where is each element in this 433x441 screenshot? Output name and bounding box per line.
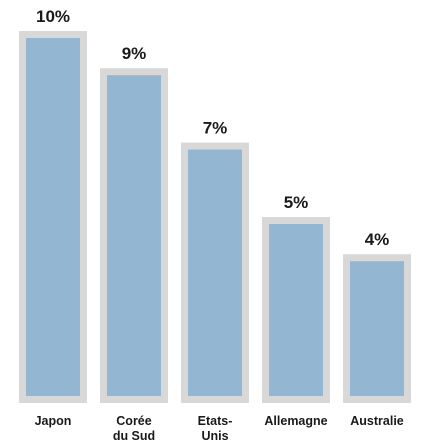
category-label: Allemagne — [264, 414, 327, 428]
category-label: Etats-Unis — [198, 414, 233, 441]
bar-value-label: 10% — [36, 7, 70, 26]
category-label-line: Japon — [35, 414, 72, 428]
value-labels-group: 10% 9% 7% 5% 4% — [36, 7, 389, 249]
category-label: Australie — [350, 414, 404, 428]
bar — [188, 149, 242, 396]
bar-value-label: 7% — [203, 119, 228, 138]
category-label-line: Australie — [350, 414, 404, 428]
bar — [350, 261, 404, 396]
bar-value-label: 9% — [122, 44, 147, 63]
category-label: Japon — [35, 414, 72, 428]
category-label-line: du Sud — [113, 429, 155, 441]
category-label-line: Corée — [116, 414, 151, 428]
category-label-line: Allemagne — [264, 414, 327, 428]
bar-value-label: 5% — [284, 193, 309, 212]
bar-value-label: 4% — [365, 230, 390, 249]
category-label: Corée du Sud — [113, 414, 155, 441]
bar — [26, 38, 80, 396]
category-labels-group: Japon Corée du Sud Etats-Unis Allemagne Austr… — [35, 414, 404, 441]
bar — [269, 224, 323, 396]
bars-group — [19, 31, 411, 403]
category-label-line: Etats- — [198, 414, 233, 428]
bar — [107, 75, 161, 396]
category-label-line: Unis — [201, 429, 228, 441]
